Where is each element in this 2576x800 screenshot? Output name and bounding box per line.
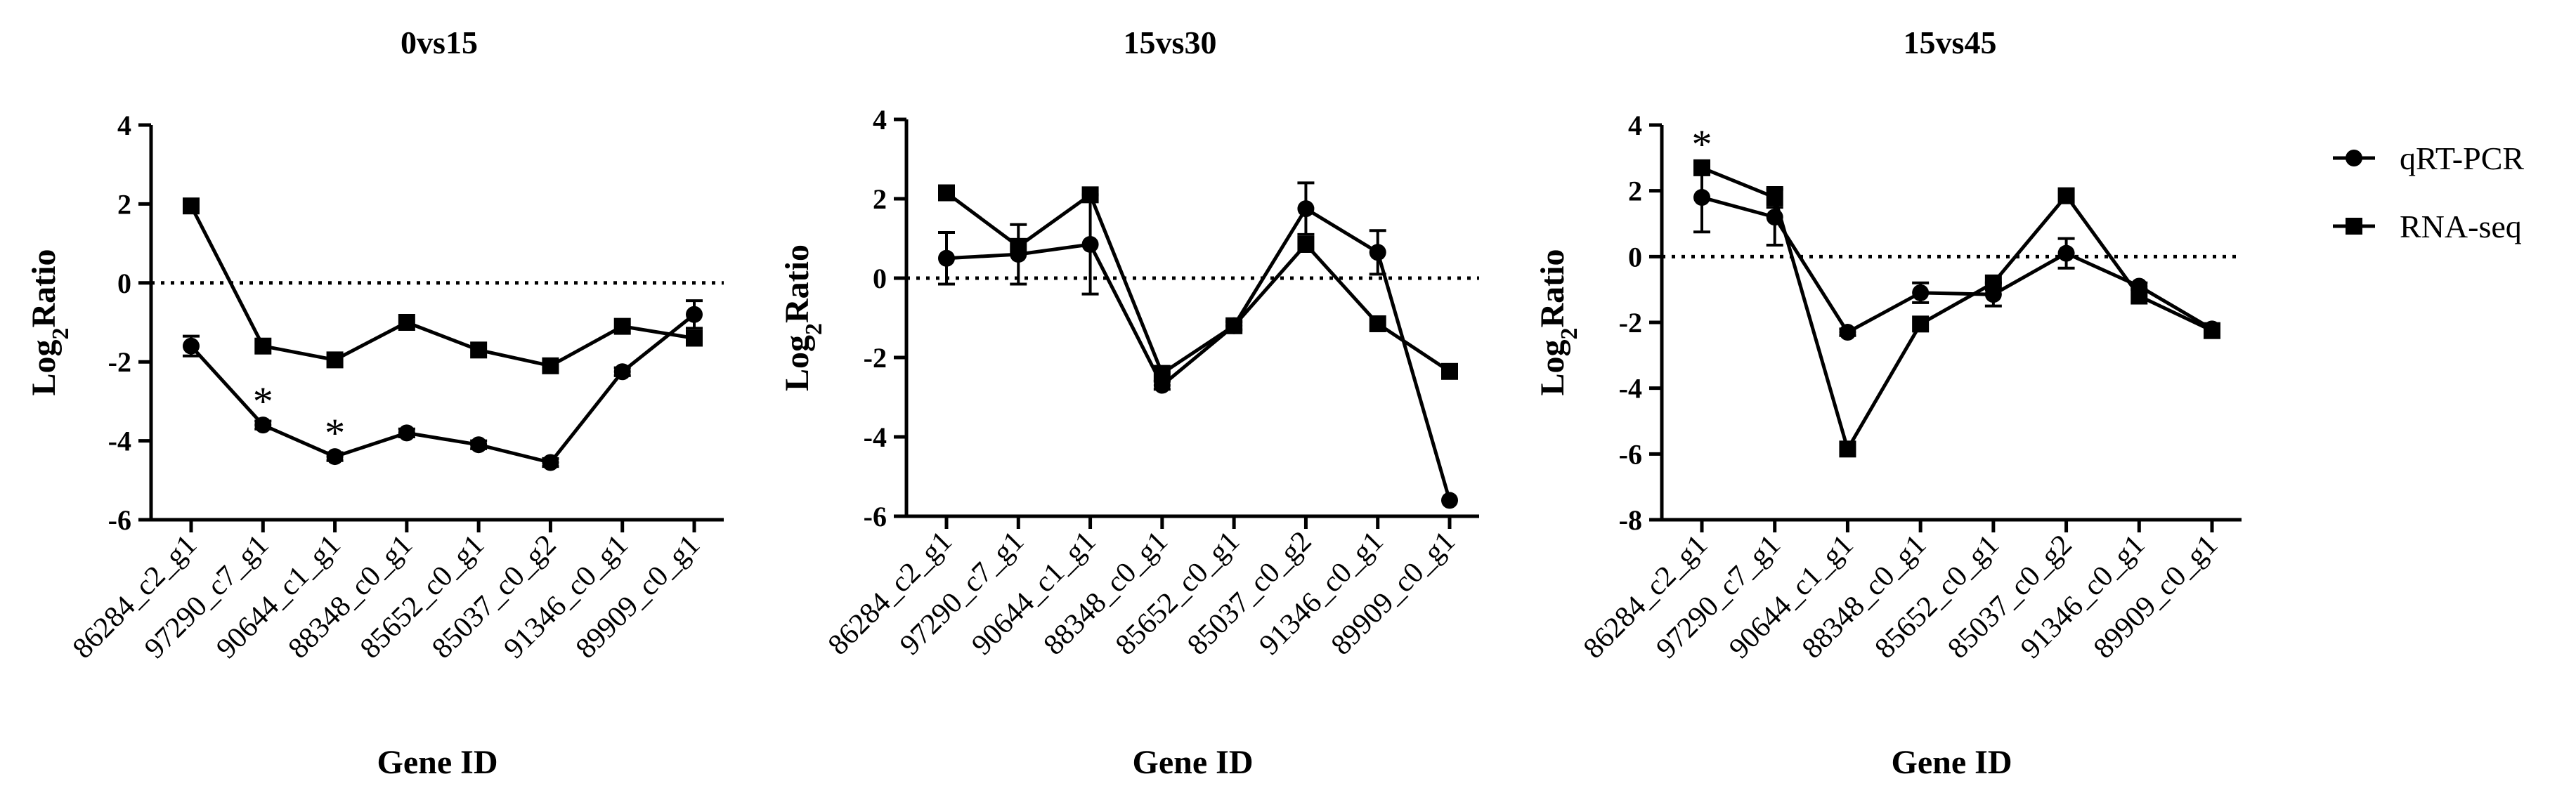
legend-square-marker (2346, 218, 2362, 235)
chart-title: 15vs30 (1124, 25, 1217, 60)
legend-label-qrt-pcr: qRT-PCR (2400, 140, 2524, 176)
y-tick-label: 4 (117, 110, 131, 141)
y-tick-label: -2 (108, 346, 131, 378)
legend-label-rna-seq: RNA-seq (2400, 209, 2522, 244)
y-axis-title-ratio: Ratio (1534, 249, 1571, 328)
data-point-rna-seq (183, 197, 200, 215)
data-point-rna-seq (398, 314, 415, 331)
data-point-rna-seq (1225, 317, 1243, 334)
data-point-rna-seq (1297, 235, 1315, 253)
data-point-qrt-pcr (1441, 492, 1458, 509)
data-point-qrt-pcr (1693, 189, 1710, 206)
y-tick-label: 2 (1628, 176, 1642, 207)
chart-title: 15vs45 (1904, 25, 1997, 60)
y-tick-label: 2 (873, 183, 887, 215)
data-point-qrt-pcr (1369, 244, 1386, 261)
significance-star: * (253, 379, 273, 424)
significance-star: * (325, 410, 345, 456)
x-axis-title: Gene ID (377, 744, 498, 781)
legend-item-qrt-pcr: qRT-PCR (2333, 140, 2524, 176)
data-point-rna-seq (1839, 440, 1856, 458)
data-point-rna-seq (2204, 322, 2220, 339)
y-axis-title-ratio: Ratio (25, 249, 63, 328)
y-axis-title: Log2Ratio (779, 244, 827, 391)
data-point-qrt-pcr (1081, 235, 1099, 253)
data-point-qrt-pcr (613, 363, 631, 381)
y-tick-label: -6 (108, 504, 131, 536)
data-point-rna-seq (1081, 186, 1099, 204)
y-tick-label: 0 (117, 268, 131, 299)
data-point-qrt-pcr (1297, 200, 1315, 218)
y-axis-title: Log2Ratio (25, 249, 74, 396)
y-axis-title-subscript: 2 (48, 327, 74, 339)
data-point-rna-seq (1984, 274, 2002, 291)
y-axis-title-log: Log (779, 335, 816, 391)
data-point-qrt-pcr (183, 337, 200, 355)
y-tick-label: 2 (117, 188, 131, 220)
y-axis-title-subscript: 2 (1556, 327, 1582, 339)
data-point-rna-seq (1153, 365, 1171, 382)
data-point-rna-seq (2131, 287, 2148, 305)
y-tick-label: 4 (873, 104, 887, 136)
y-axis-title: Log2Ratio (1534, 249, 1582, 396)
y-tick-label: -4 (1619, 373, 1642, 405)
y-tick-label: 4 (1628, 110, 1642, 141)
x-axis-title: Gene ID (1892, 744, 2012, 781)
data-point-rna-seq (470, 341, 488, 359)
series-line-rna-seq (1701, 166, 2213, 451)
data-point-rna-seq (1010, 237, 1027, 255)
data-point-qrt-pcr (254, 417, 272, 434)
significance-star: * (1692, 122, 1712, 167)
data-point-qrt-pcr (1912, 284, 1930, 301)
data-point-rna-seq (1369, 315, 1386, 332)
data-point-rna-seq (938, 184, 955, 202)
x-axis-title: Gene ID (1133, 744, 1254, 781)
legend: qRT-PCR RNA-seq (2333, 140, 2524, 244)
data-point-rna-seq (613, 317, 631, 335)
y-tick-label: -6 (1619, 438, 1642, 470)
data-point-qrt-pcr (542, 454, 559, 471)
y-tick-label: 0 (1628, 241, 1642, 273)
legend-circle-marker (2346, 150, 2362, 166)
y-tick-label: -2 (864, 342, 887, 374)
data-point-qrt-pcr (2057, 244, 2075, 262)
data-point-qrt-pcr (398, 424, 415, 442)
y-tick-label: -2 (1619, 307, 1642, 339)
data-point-qrt-pcr (326, 448, 344, 466)
data-point-rna-seq (1766, 189, 1783, 206)
y-tick-label: -8 (1619, 504, 1642, 536)
y-axis-title-subscript: 2 (801, 323, 827, 335)
data-point-rna-seq (542, 357, 559, 374)
data-point-rna-seq (1441, 362, 1458, 380)
y-axis-title-log: Log (25, 339, 63, 395)
y-axis-title-log: Log (1534, 339, 1571, 395)
y-tick-label: 0 (873, 263, 887, 294)
data-point-qrt-pcr (686, 306, 703, 323)
data-point-rna-seq (1693, 159, 1710, 176)
data-point-rna-seq (326, 351, 344, 369)
y-tick-label: -6 (864, 501, 887, 532)
series-line-rna-seq (189, 205, 695, 368)
data-point-rna-seq (2057, 187, 2075, 204)
data-point-qrt-pcr (938, 249, 955, 267)
data-point-rna-seq (686, 329, 703, 347)
y-axis-title-ratio: Ratio (779, 244, 816, 323)
y-tick-label: -4 (108, 426, 131, 457)
series-line-qrt-pcr (946, 206, 1452, 501)
series-line-rna-seq (945, 191, 1451, 376)
legend-item-rna-seq: RNA-seq (2333, 209, 2522, 244)
data-point-rna-seq (254, 337, 272, 355)
data-point-rna-seq (1912, 315, 1930, 333)
y-tick-label: -4 (864, 421, 887, 453)
data-point-qrt-pcr (1839, 324, 1856, 341)
series-line-qrt-pcr (190, 313, 696, 465)
chart-title: 0vs15 (401, 25, 478, 60)
data-point-qrt-pcr (470, 436, 488, 454)
